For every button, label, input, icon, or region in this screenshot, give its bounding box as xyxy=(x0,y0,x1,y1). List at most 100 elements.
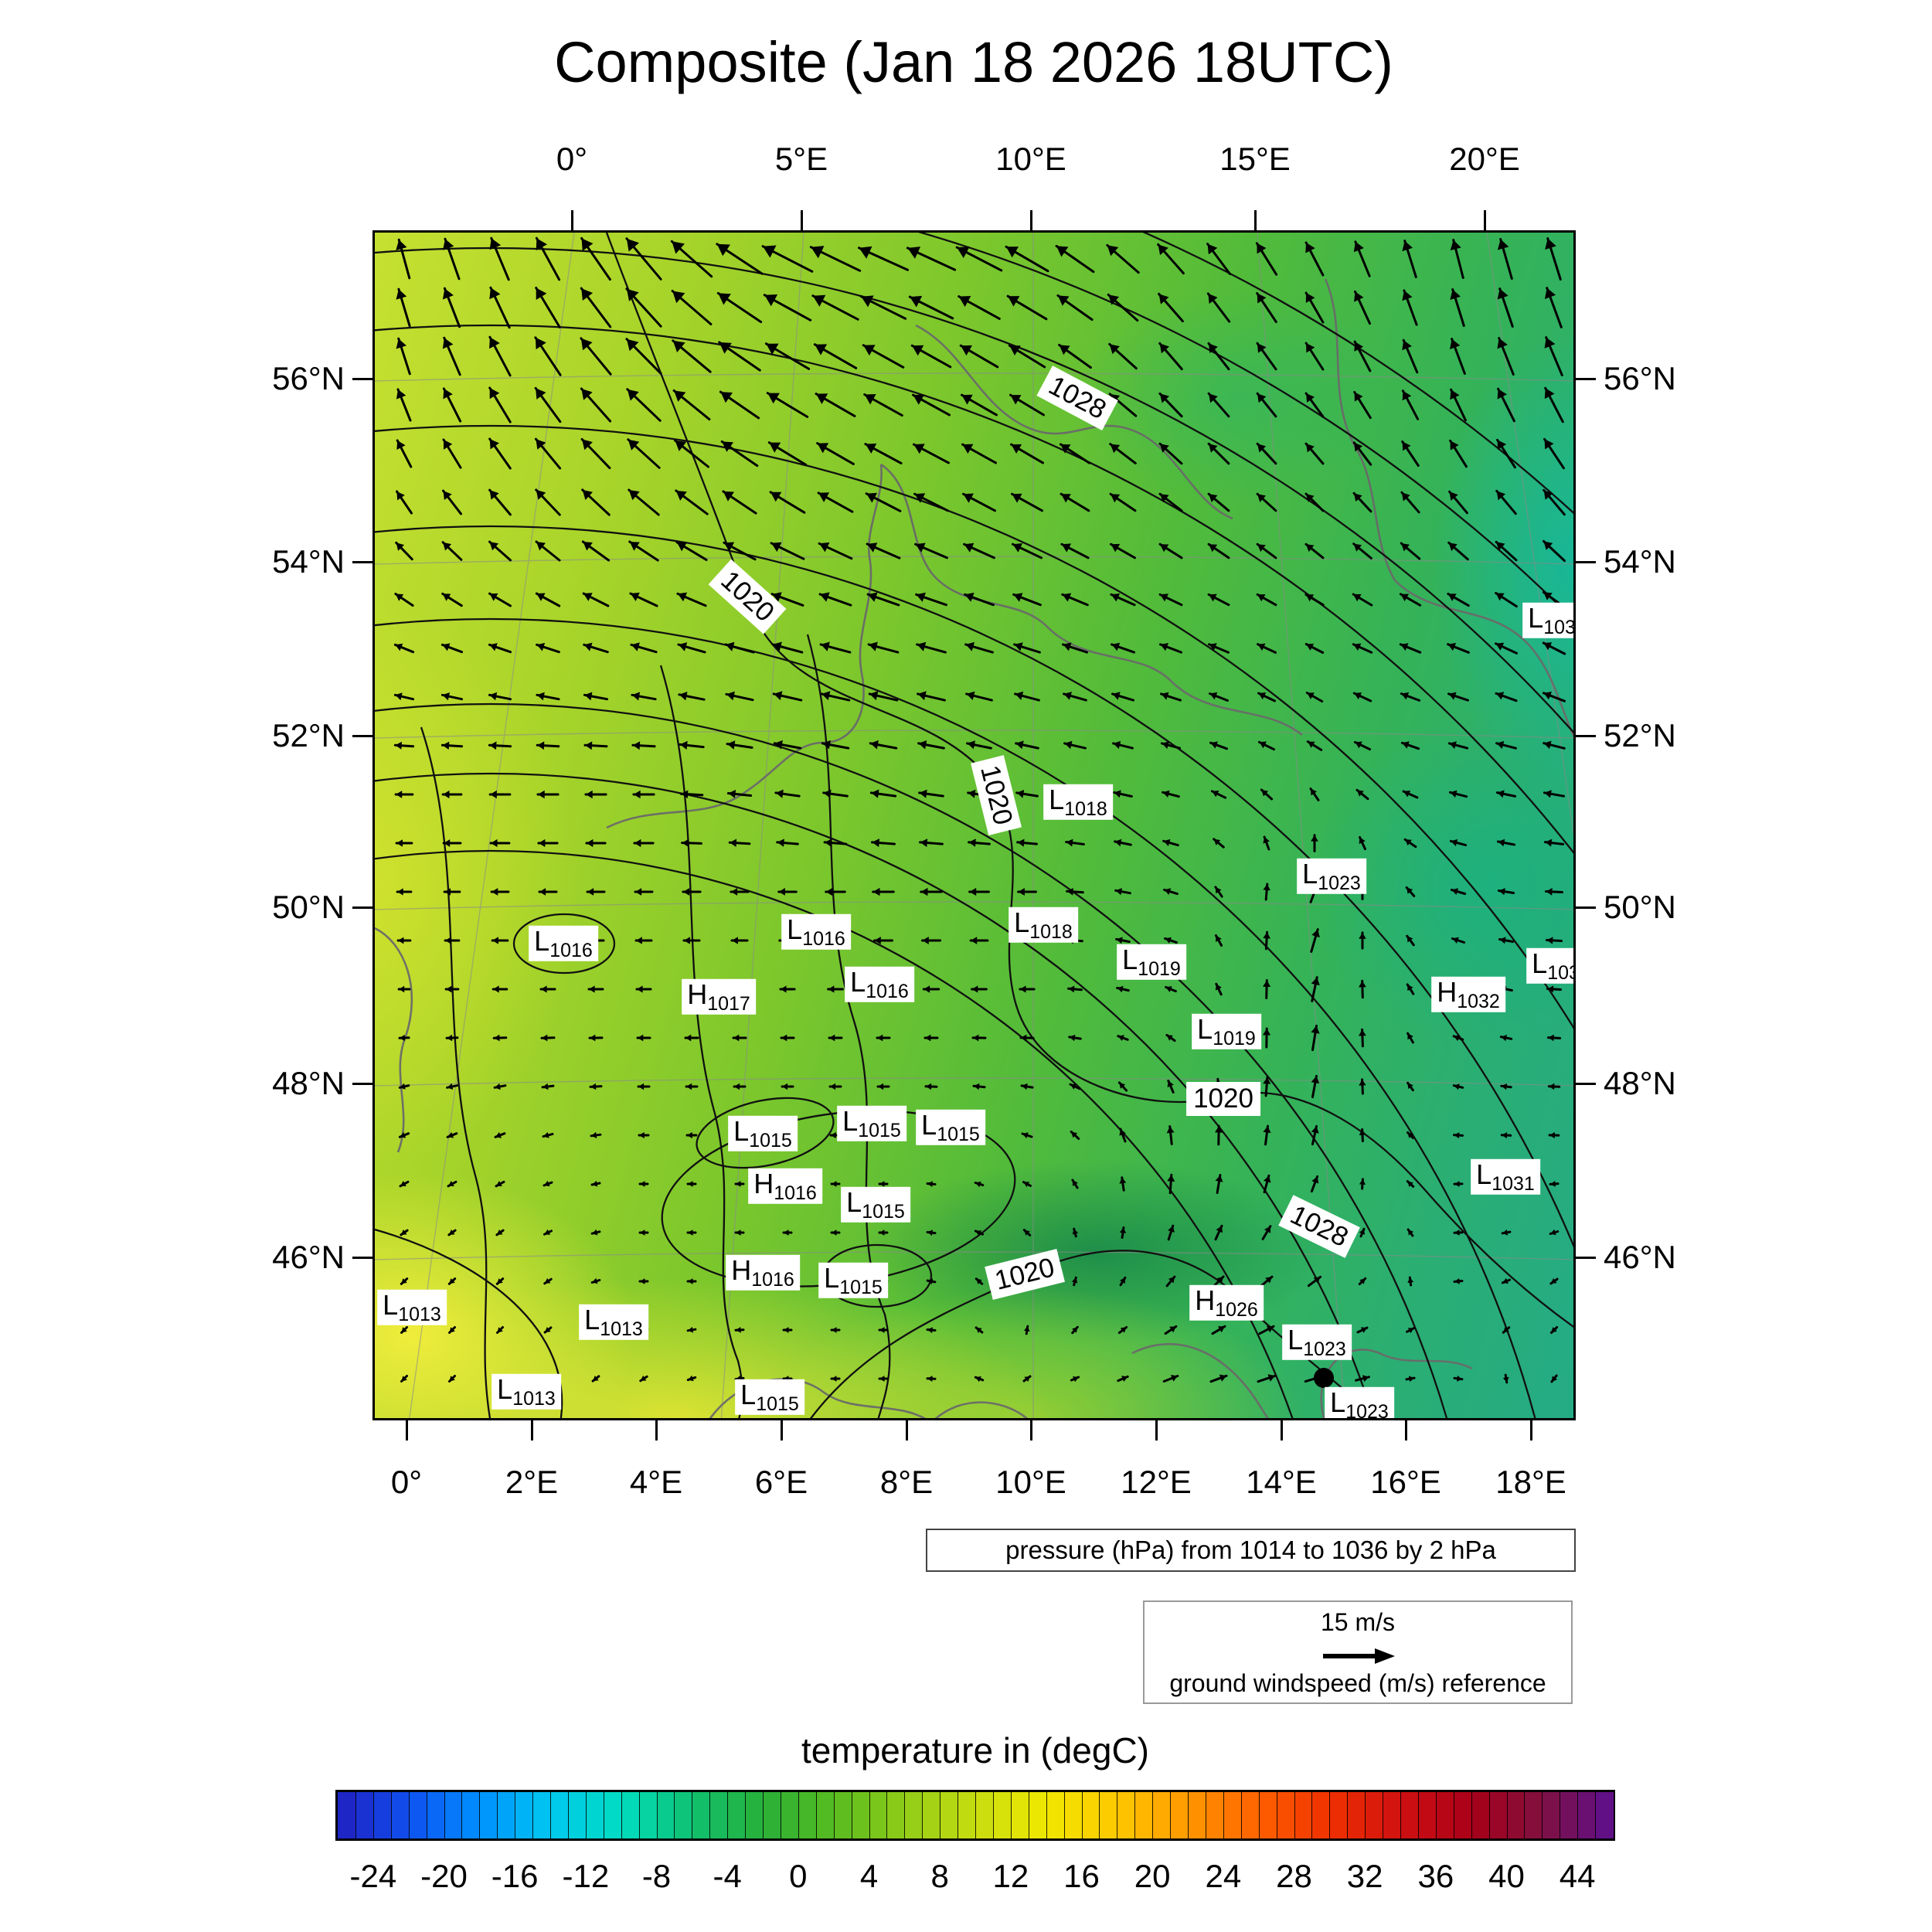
colorbar-tick-label: 16 xyxy=(1063,1858,1100,1894)
pressure-center-value: 1016 xyxy=(549,939,593,961)
pressure-center-l1023: L1023 xyxy=(1297,858,1366,895)
pressure-center-letter: L xyxy=(824,1261,840,1294)
colorbar-segment xyxy=(1453,1792,1472,1838)
contour-label-1020: 1020 xyxy=(708,559,787,634)
colorbar-segment xyxy=(1329,1792,1349,1838)
pressure-center-value: 1015 xyxy=(756,1393,799,1415)
pressure-center-h1016: H1016 xyxy=(726,1253,800,1291)
pressure-center-l1016: L1016 xyxy=(781,913,851,951)
colorbar-segment xyxy=(975,1792,994,1838)
colorbar-tick-label: 8 xyxy=(930,1858,949,1894)
bottom-axis-label: 14°E xyxy=(1246,1464,1317,1500)
pressure-center-letter: L xyxy=(1476,1158,1492,1190)
pressure-center-value: 1015 xyxy=(839,1276,883,1298)
pressure-center-l1015: L1015 xyxy=(841,1186,910,1223)
colorbar-segment xyxy=(674,1792,693,1838)
graticule xyxy=(375,233,1573,1418)
colorbar-tick-label: 4 xyxy=(859,1858,879,1894)
top-axis-label: 15°E xyxy=(1219,141,1291,177)
bottom-axis-label: 16°E xyxy=(1370,1464,1441,1500)
colorbar-segment xyxy=(1506,1792,1526,1838)
terrain-mark xyxy=(1314,1368,1334,1388)
right-axis-tick xyxy=(1576,377,1596,380)
contour-label-1020: 1020 xyxy=(971,755,1022,835)
colorbar-segment xyxy=(603,1792,622,1838)
top-axis-tick xyxy=(800,210,803,230)
bottom-axis-label: 2°E xyxy=(505,1464,559,1500)
pressure-center-letter: L xyxy=(1330,1386,1346,1418)
pressure-center-value: 1013 xyxy=(600,1318,643,1340)
colorbar-segment xyxy=(1134,1792,1154,1838)
pressure-center-letter: L xyxy=(1532,947,1548,979)
pressure-center-l1015: L1015 xyxy=(735,1379,804,1416)
pressure-center-letter: H xyxy=(753,1167,774,1199)
top-axis-label: 5°E xyxy=(774,141,828,177)
colorbar-segment xyxy=(1046,1792,1065,1838)
colorbar-tick-label: -24 xyxy=(349,1858,397,1894)
pressure-center-l1018: L1018 xyxy=(1009,906,1078,944)
colorbar-segment xyxy=(992,1792,1012,1838)
colorbar-tick-label: 32 xyxy=(1346,1858,1383,1894)
right-axis-label: 52°N xyxy=(1604,717,1676,753)
bottom-axis-tick xyxy=(655,1420,658,1440)
right-axis-label: 50°N xyxy=(1604,889,1676,925)
figure-title: Composite (Jan 18 2026 18UTC) xyxy=(554,30,1393,94)
pressure-center-h1032: H1032 xyxy=(1431,976,1505,1013)
right-axis-tick xyxy=(1576,1256,1596,1259)
pressure-center-letter: L xyxy=(383,1288,399,1321)
map-label-layer: L1018 L1023 L1016 L1016 L1018 L1019 H1017 L1016… xyxy=(375,233,1573,1418)
pressure-center-value: 1018 xyxy=(1029,920,1073,943)
contour-label-1028: 1028 xyxy=(1278,1195,1360,1258)
colorbar-tick-label: -12 xyxy=(562,1858,610,1894)
pressure-center-value: 1015 xyxy=(862,1200,905,1223)
pressure-center-value: 1015 xyxy=(749,1129,792,1151)
bottom-axis-label: 6°E xyxy=(754,1464,808,1500)
colorbar-tick-label: 44 xyxy=(1559,1858,1596,1894)
contour-label-1020: 1020 xyxy=(985,1249,1065,1300)
bottom-axis-tick xyxy=(1529,1420,1532,1440)
colorbar-segment xyxy=(1010,1792,1029,1838)
colorbar-tick-label: 40 xyxy=(1488,1858,1525,1894)
pressure-center-letter: L xyxy=(1122,943,1138,975)
pressure-center-l1035: L1035 xyxy=(1522,601,1573,639)
top-axis-tick xyxy=(1483,210,1486,230)
colorbar-segment xyxy=(461,1792,481,1838)
pressure-caption-text: pressure (hPa) from 1014 to 1036 by 2 hP… xyxy=(1005,1536,1496,1564)
colorbar-segment xyxy=(372,1792,392,1838)
pressure-center-letter: H xyxy=(1195,1284,1216,1316)
pressure-center-letter: H xyxy=(731,1253,752,1286)
colorbar-segment xyxy=(656,1792,675,1838)
colorbar-segment xyxy=(851,1792,870,1838)
bottom-axis-label: 8°E xyxy=(879,1464,934,1500)
top-axis-tick xyxy=(570,210,573,230)
colorbar-tick-label: 12 xyxy=(992,1858,1029,1894)
pressure-center-value: 1015 xyxy=(937,1123,980,1145)
colorbar-segment xyxy=(833,1792,852,1838)
right-axis-label: 48°N xyxy=(1604,1065,1676,1101)
colorbar-segment xyxy=(1028,1792,1047,1838)
pressure-center-value: 1016 xyxy=(751,1268,794,1291)
left-axis-label: 54°N xyxy=(272,543,345,580)
pressure-center-l1013: L1013 xyxy=(579,1304,648,1341)
pressure-center-h1026: H1026 xyxy=(1189,1284,1264,1321)
colorbar-segment xyxy=(1595,1792,1614,1838)
colorbar-tick-label: 0 xyxy=(789,1858,808,1894)
colorbar-segment xyxy=(497,1792,516,1838)
pressure-center-value: 1015 xyxy=(858,1119,901,1141)
bottom-axis-label: 0° xyxy=(390,1464,423,1500)
left-axis-tick xyxy=(352,734,372,737)
colorbar-segment xyxy=(1577,1792,1597,1838)
pressure-center-value: 1023 xyxy=(1318,872,1361,894)
colorbar-segment xyxy=(1117,1792,1136,1838)
pressure-center-letter: L xyxy=(1528,601,1544,634)
colorbar-segment xyxy=(1400,1792,1419,1838)
wind-reference-arrow-icon xyxy=(1323,1648,1395,1664)
pressure-caption-box: pressure (hPa) from 1014 to 1036 by 2 hP… xyxy=(926,1529,1576,1572)
colorbar-segment xyxy=(1524,1792,1543,1838)
pressure-center-letter: L xyxy=(842,1104,859,1137)
colorbar-segment xyxy=(1240,1792,1260,1838)
bottom-axis-tick xyxy=(780,1420,783,1440)
right-axis-label: 56°N xyxy=(1604,360,1676,396)
colorbar-segment xyxy=(1188,1792,1206,1838)
colorbar-segment xyxy=(515,1792,534,1838)
